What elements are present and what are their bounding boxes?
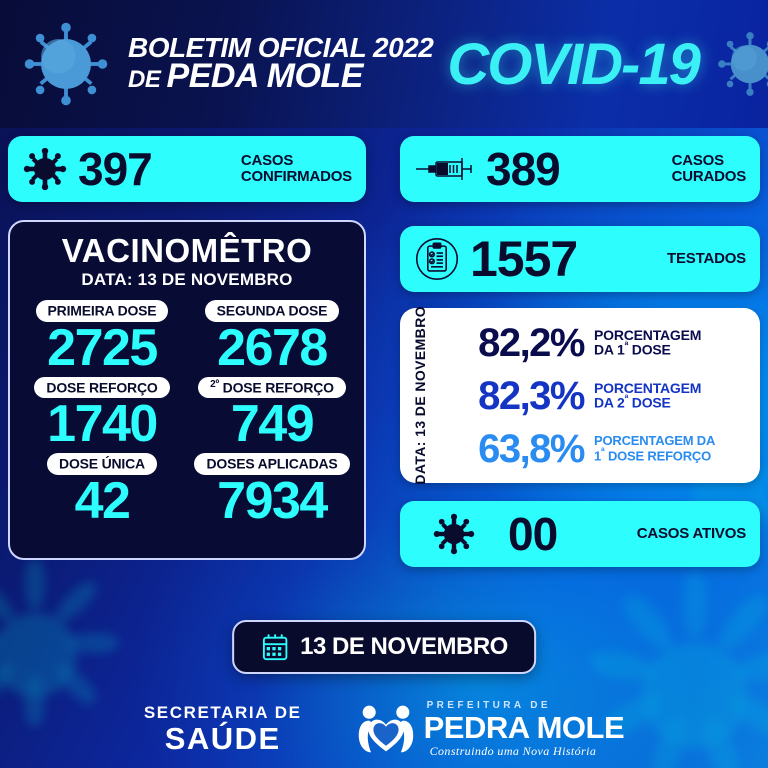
percentage-panel-date: DATA: 13 DE NOVEMBRO: [404, 306, 436, 485]
secretaria-line-1: SECRETARIA DE: [143, 703, 302, 722]
percentage-text: PORCENTAGEM DA 2ª DOSE: [594, 379, 702, 411]
percentage-text-line-2-pre: 1: [594, 448, 602, 464]
covid-wordmark: COVID-19: [447, 31, 701, 97]
percentage-value: 82,3%: [478, 373, 585, 418]
percentage-text-line-1: PORCENTAGEM DA: [594, 433, 716, 449]
percentage-text: PORCENTAGEM DA 1ª DOSE: [594, 326, 702, 358]
cured-label-line-2: CURADOS: [671, 168, 747, 185]
cured-cases-label: CASOS CURADOS: [671, 152, 747, 185]
percentage-text-line-1: PORCENTAGEM: [594, 326, 702, 343]
confirmed-label-line-1: CASOS: [240, 152, 294, 170]
dose-cell: SEGUNDA DOSE 2678: [190, 300, 354, 375]
percentage-text-line-2-pre: DA 2: [594, 394, 625, 411]
cured-label-line-1: CASOS: [671, 152, 725, 170]
heart-family-logo-icon: [356, 701, 416, 757]
confirmed-cases-value: 397: [78, 143, 153, 195]
active-cases-value: 00: [508, 508, 558, 560]
confirmed-cases-label: CASOS CONFIRMADOS: [241, 153, 352, 185]
dose-value: 2678: [217, 318, 328, 377]
dose-cell: PRIMEIRA DOSE 2725: [20, 300, 184, 375]
percentage-text-line-2-post: DOSE: [628, 394, 671, 411]
percentage-text-sup: ª: [601, 446, 605, 458]
stat-cured-cases: 389 CASOS CURADOS: [400, 136, 760, 202]
vacinometro-panel: VACINOMÊTRO DATA: 13 DE NOVEMBRO PRIMEIR…: [8, 220, 366, 560]
date-badge-text: 13 DE NOVEMBRO: [300, 633, 508, 660]
virus-icon: [713, 27, 768, 101]
percentage-text-line-2-pre: DA 1: [594, 341, 625, 358]
dose-label-pill: DOSE ÚNICA: [47, 453, 157, 476]
percentage-text-line-1: PORCENTAGEM: [594, 379, 702, 396]
percentage-row: 82,3% PORCENTAGEM DA 2ª DOSE: [436, 376, 750, 416]
dose-value: 1740: [47, 395, 158, 454]
tested-value: 1557: [470, 231, 578, 287]
percentage-panel: DATA: 13 DE NOVEMBRO 82,2% PORCENTAGEM D…: [400, 306, 760, 485]
poster-title: BOLETIM OFICIAL 2022 DE PEDA MOLE: [128, 32, 434, 94]
dose-label-pill: PRIMEIRA DOSE: [35, 300, 169, 322]
dose-cell: DOSE REFORÇO 1740: [20, 376, 184, 454]
logo-city-name: PEDRA MOLE: [423, 710, 625, 745]
percentage-text-sup: ª: [624, 394, 629, 406]
title-line-2-main: PEDA MOLE: [166, 57, 364, 96]
prefeitura-logo-text: PREFEITURA DE PEDRA MOLE Construindo uma…: [423, 700, 625, 758]
percentage-text: PORCENTAGEM DA 1ª DOSE REFORÇO: [594, 434, 715, 462]
tested-label: TESTADOS: [667, 250, 746, 268]
dose-label-text: DOSE REFORÇO: [218, 379, 334, 396]
stat-confirmed-cases: 397 CASOS CONFIRMADOS: [8, 136, 366, 202]
active-cases-label: CASOS ATIVOS: [636, 525, 746, 543]
title-line-2: DE PEDA MOLE: [128, 59, 363, 94]
percentage-value: 63,8%: [478, 426, 585, 471]
stat-active-cases: 00 CASOS ATIVOS: [400, 501, 760, 567]
secretaria-line-2: SAÚDE: [164, 721, 281, 756]
percentage-date-label: DATA: 13 DE NOVEMBRO: [412, 306, 428, 485]
percentage-value: 82,2%: [478, 320, 585, 365]
dose-value: 2725: [47, 318, 158, 377]
dose-value: 42: [74, 472, 131, 531]
dose-label-pill: DOSES APLICADAS: [194, 453, 350, 476]
title-line-2-prefix: DE: [128, 66, 167, 94]
dose-value: 749: [230, 395, 315, 454]
date-badge: 13 DE NOVEMBRO: [232, 620, 536, 674]
dose-label-text: PRIMEIRA DOSE: [47, 302, 157, 319]
left-column: 397 CASOS CONFIRMADOS VACINOMÊTRO DATA: …: [8, 136, 366, 560]
stat-tested: 1557 TESTADOS: [400, 226, 760, 292]
dose-value: 7934: [217, 472, 328, 531]
percentage-row: 82,2% PORCENTAGEM DA 1ª DOSE: [436, 323, 750, 363]
percentage-text-line-2-post: DOSE: [628, 341, 671, 358]
confirmed-label-line-2: CONFIRMADOS: [240, 168, 352, 185]
clipboard-checklist-icon: [414, 236, 460, 282]
dose-cell: DOSES APLICADAS 7934: [190, 453, 354, 528]
dose-label-text: SEGUNDA DOSE: [216, 302, 328, 319]
dose-label-pill: DOSE REFORÇO: [34, 376, 170, 399]
virus-icon: [432, 512, 476, 556]
dose-label-text: DOSES APLICADAS: [206, 456, 338, 473]
percentage-row: 63,8% PORCENTAGEM DA 1ª DOSE REFORÇO: [436, 429, 750, 469]
cured-cases-value: 389: [486, 143, 561, 195]
vacinometro-title: VACINOMÊTRO: [61, 232, 313, 269]
logo-slogan: Construindo uma Nova História: [429, 744, 597, 758]
vacinometro-date: DATA: 13 DE NOVEMBRO: [81, 270, 293, 289]
logo-prefeitura-label: PREFEITURA DE: [426, 700, 551, 711]
title-line-1: BOLETIM OFICIAL 2022: [128, 32, 434, 64]
syringe-icon: [414, 149, 476, 189]
poster-header: BOLETIM OFICIAL 2022 DE PEDA MOLE COVID-…: [0, 0, 768, 128]
dose-label-text: DOSE REFORÇO: [46, 379, 158, 396]
dose-label-text: DOSE ÚNICA: [59, 456, 145, 473]
dose-cell: 2º DOSE REFORÇO 749: [190, 376, 354, 454]
prefeitura-logo: PREFEITURA DE PEDRA MOLE Construindo uma…: [356, 701, 625, 757]
percentage-text-line-2-post: DOSE REFORÇO: [604, 448, 712, 464]
percentage-text-sup: ª: [624, 341, 629, 353]
percentage-rows: 82,2% PORCENTAGEM DA 1ª DOSE 82,3% PORCE…: [436, 316, 750, 475]
dose-cell: DOSE ÚNICA 42: [20, 453, 184, 528]
dose-label-pill: 2º DOSE REFORÇO: [198, 376, 346, 399]
poster-footer: SECRETARIA DE SAÚDE PREFEITURA DE: [0, 690, 768, 768]
secretaria-saude-block: SECRETARIA DE SAÚDE: [144, 704, 302, 754]
dose-label-sup: 2º: [210, 378, 219, 390]
virus-icon: [22, 146, 68, 192]
dose-grid: PRIMEIRA DOSE 2725 SEGUNDA DOSE 2678 DOS…: [20, 300, 354, 528]
virus-icon: [18, 16, 114, 112]
dose-label-pill: SEGUNDA DOSE: [204, 300, 340, 322]
right-column: 389 CASOS CURADOS: [400, 136, 760, 567]
calendar-icon: [260, 632, 290, 662]
